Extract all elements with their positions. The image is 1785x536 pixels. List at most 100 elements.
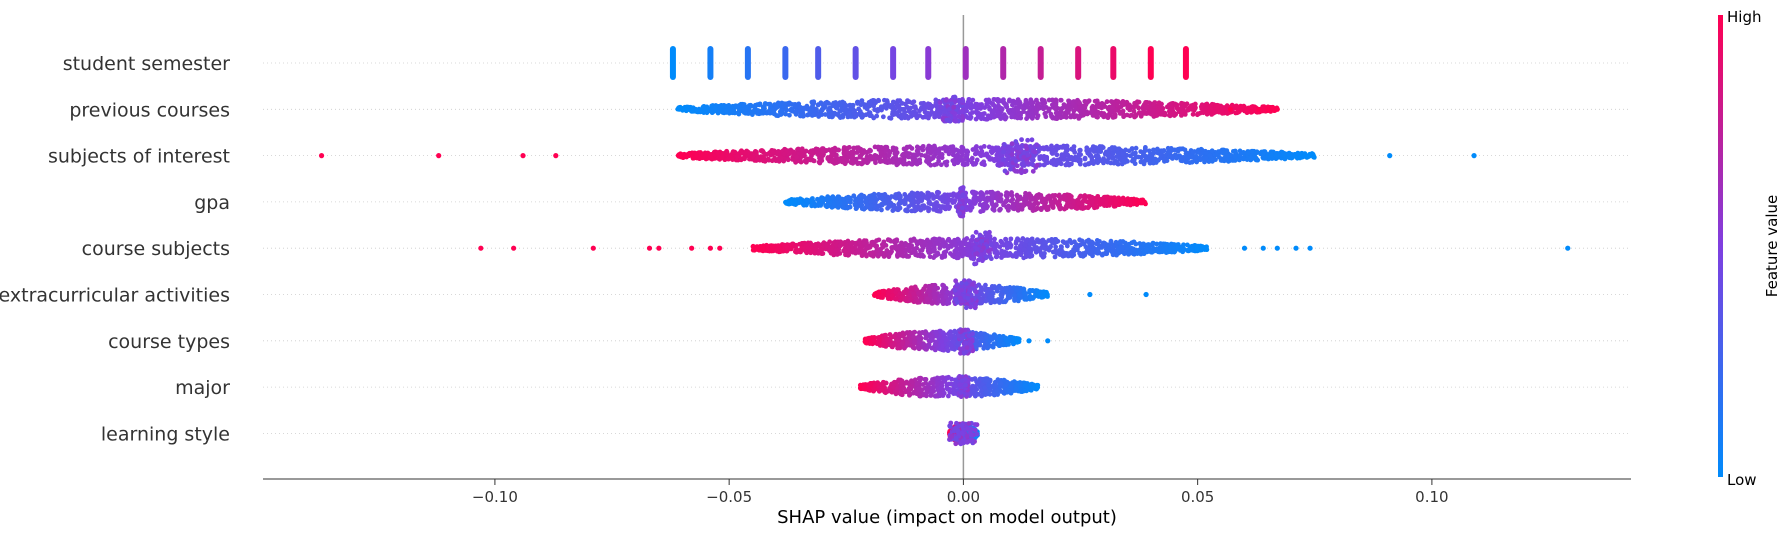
shap-point [960, 145, 966, 151]
shap-point [1121, 158, 1127, 163]
shap-point [1063, 114, 1069, 120]
shap-point [1085, 99, 1090, 105]
shap-point [1110, 146, 1116, 152]
shap-point [871, 103, 877, 109]
shap-point [999, 113, 1005, 119]
shap-point [691, 155, 697, 161]
shap-point [1109, 109, 1114, 114]
shap-point [914, 245, 920, 251]
shap-point [992, 236, 997, 242]
shap-point [1162, 157, 1167, 162]
shap-point [989, 150, 995, 156]
shap-point [816, 112, 822, 118]
shap-point [1078, 193, 1084, 199]
shap-point [1104, 99, 1110, 105]
shap-point [553, 153, 559, 159]
shap-point [804, 197, 810, 203]
shap-point [1013, 168, 1018, 174]
shap-point [882, 192, 888, 197]
shap-point [952, 94, 958, 100]
shap-point [754, 102, 760, 108]
shap-point [1037, 238, 1043, 244]
shap-point [962, 46, 969, 80]
shap-point [914, 161, 920, 167]
shap-point [931, 143, 937, 149]
shap-point [1195, 111, 1201, 117]
shap-point [646, 245, 653, 251]
shap-point [886, 153, 892, 159]
shap-point [1203, 155, 1209, 161]
shap-point [990, 193, 995, 199]
shap-point [950, 109, 955, 115]
shap-point [1240, 104, 1246, 110]
shap-point [1017, 144, 1023, 150]
shap-point [808, 250, 814, 256]
shap-point [1080, 205, 1086, 211]
shap-point [981, 201, 987, 207]
shap-point [991, 158, 997, 164]
shap-point [913, 252, 919, 257]
shap-point [864, 203, 870, 209]
shap-point [788, 101, 793, 107]
shap-point [694, 108, 700, 113]
shap-point [934, 190, 940, 195]
shap-point [893, 111, 899, 117]
shap-point [715, 150, 721, 155]
shap-point [1030, 168, 1036, 174]
shap-point [775, 243, 781, 248]
shap-point [1049, 199, 1055, 205]
shap-point [1009, 112, 1015, 118]
shap-point [511, 245, 517, 251]
shap-point [1144, 111, 1150, 117]
shap-point [1054, 152, 1060, 158]
shap-point [761, 103, 767, 109]
shap-point [841, 157, 847, 162]
shap-point [975, 114, 981, 120]
shap-point [906, 248, 912, 254]
shap-point [1169, 153, 1175, 159]
shap-point [1006, 161, 1012, 167]
shap-point [1066, 98, 1072, 104]
shap-point [825, 196, 831, 202]
shap-point [953, 118, 959, 124]
shap-point [1035, 201, 1041, 207]
shap-point [1190, 111, 1196, 117]
shap-point [1014, 163, 1020, 169]
shap-point [811, 100, 817, 106]
shap-point [967, 204, 973, 210]
shap-point [1159, 101, 1164, 107]
shap-point [859, 114, 865, 120]
shap-point [1184, 248, 1190, 253]
shap-point [1132, 114, 1137, 120]
shap-point [1021, 247, 1027, 252]
shap-point [1248, 105, 1254, 110]
shap-point [936, 155, 941, 160]
shap-point [1132, 100, 1138, 106]
shap-point [1034, 205, 1040, 211]
shap-point [1077, 100, 1082, 106]
shap-point [985, 233, 991, 239]
shap-point [824, 241, 829, 247]
shap-point [1081, 104, 1087, 109]
shap-point [1170, 242, 1175, 247]
shap-point [1117, 156, 1123, 162]
shap-point [1183, 151, 1189, 157]
shap-point [1025, 160, 1030, 166]
shap-point [974, 251, 980, 256]
shap-point [859, 253, 865, 259]
shap-point [1126, 104, 1132, 110]
shap-point [680, 107, 685, 113]
shap-point [962, 157, 967, 162]
shap-point [775, 149, 781, 154]
shap-point [1074, 206, 1080, 211]
shap-point [1190, 149, 1196, 155]
shap-point [874, 238, 879, 244]
shap-point [993, 97, 999, 103]
shap-point [1030, 114, 1036, 120]
shap-point [1021, 154, 1027, 160]
shap-point [678, 152, 684, 157]
shap-point [590, 245, 596, 251]
shap-point [886, 198, 892, 204]
shap-point [1098, 103, 1103, 109]
shap-point [998, 238, 1004, 244]
